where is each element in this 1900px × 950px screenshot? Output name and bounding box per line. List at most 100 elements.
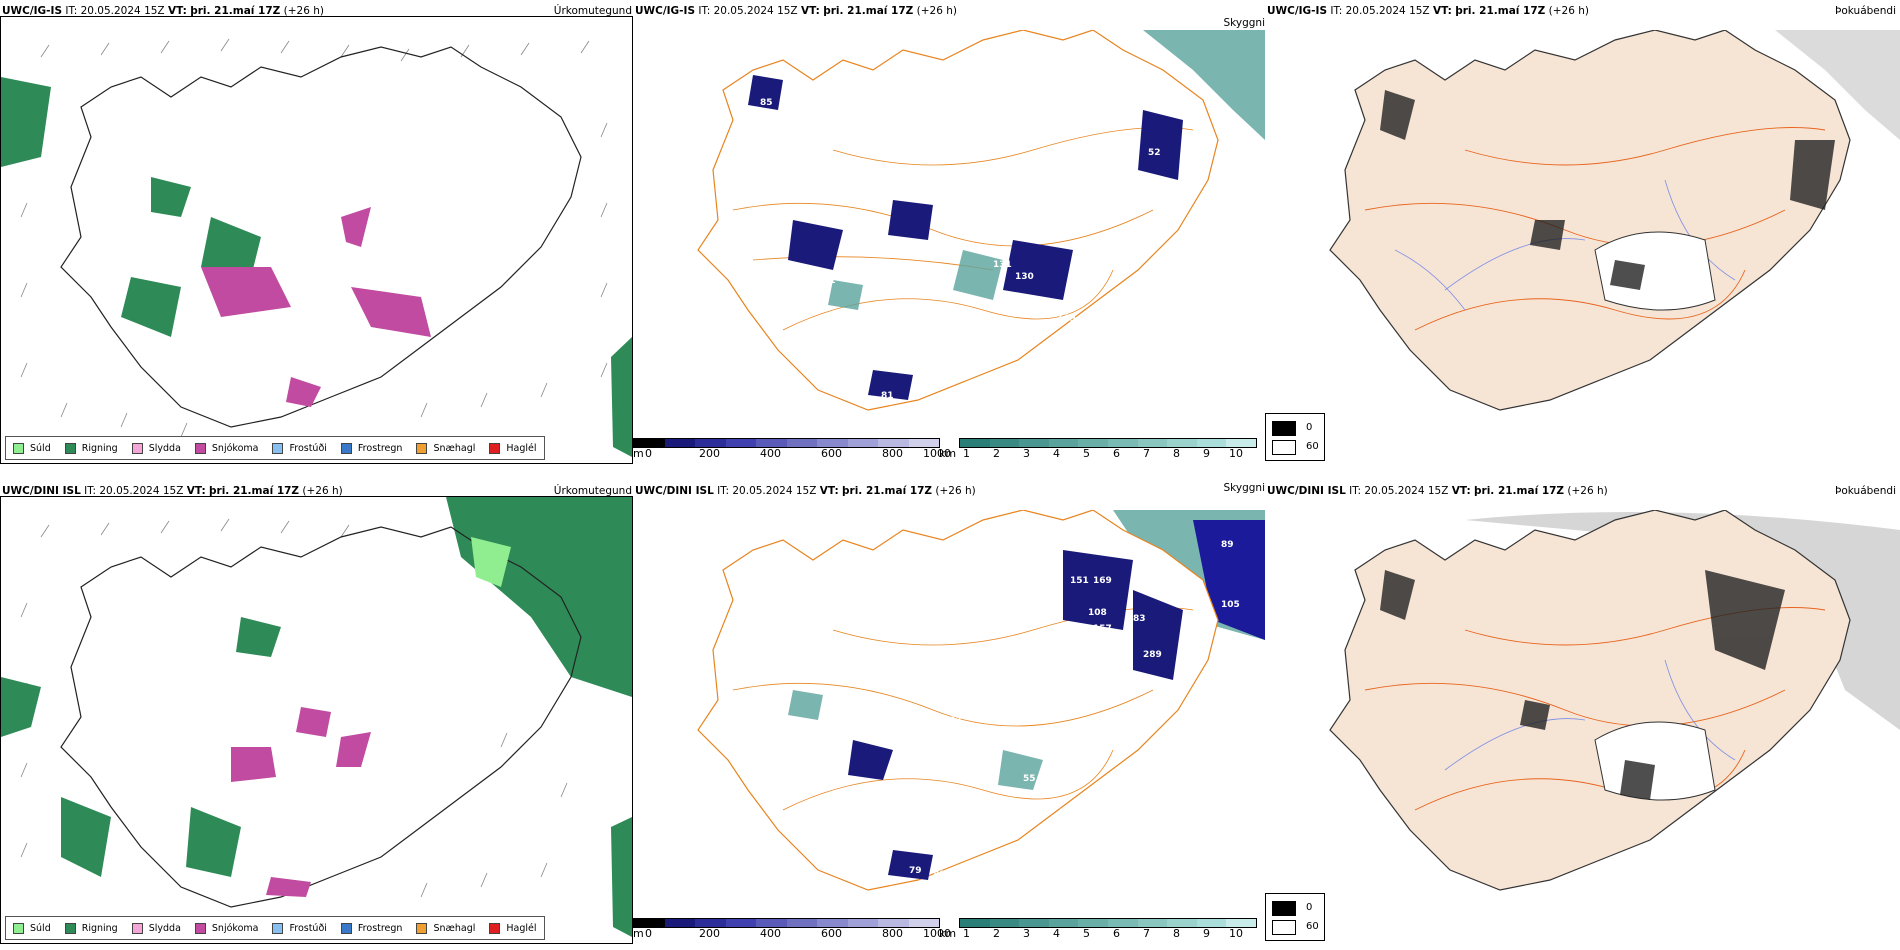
cloud-label: 335 <box>1125 540 1144 550</box>
visibility-colorbar <box>959 918 1257 928</box>
legend-swatch <box>131 922 143 934</box>
legend-label: Snjókoma <box>211 442 259 454</box>
legend-label: Frostúði <box>289 922 327 934</box>
visibility-map <box>697 30 1265 411</box>
fog-legend: 0 60 <box>1265 893 1325 941</box>
precip-legend: Súld Rigning Slydda Snjókoma Frostúði Fr… <box>5 916 545 940</box>
fog-map <box>1329 510 1900 891</box>
cloud-label: 36 <box>1059 808 1072 818</box>
ceiling-colorbar <box>633 918 940 928</box>
cloud-label: 83 <box>1133 614 1146 624</box>
cloud-label: 45 <box>843 388 856 398</box>
legend-swatch <box>340 922 352 934</box>
legend-swatch <box>13 922 24 934</box>
cloud-label: 81 <box>881 391 894 401</box>
cloud-label: 85 <box>760 98 773 108</box>
visibility-map <box>697 510 1265 891</box>
legend-swatch <box>489 442 501 454</box>
panel-header: UWC/IG-IS IT: 20.05.2024 15Z VT: þri. 21… <box>635 5 957 17</box>
legend-label: Frostúði <box>289 442 327 454</box>
map-frame: Súld Rigning Slydda Snjókoma Frostúði Fr… <box>0 496 633 944</box>
legend-swatch <box>1272 440 1296 455</box>
legend-swatch <box>489 922 501 934</box>
cloud-label: 67 <box>781 660 794 670</box>
panel-title: Úrkomutegund <box>553 5 632 17</box>
visibility-colorbar <box>959 438 1257 448</box>
precip-map <box>1 497 632 937</box>
legend-swatch <box>1272 920 1296 935</box>
cloud-labels-2: 335 89 105 151 169 22 108 83 157 81 289 … <box>633 510 1265 910</box>
cloud-label: 289 <box>1143 650 1162 660</box>
legend-swatch <box>194 922 206 934</box>
legend-swatch <box>1272 901 1296 916</box>
cloud-label: 79 <box>909 866 922 876</box>
cloud-label: 58 <box>1043 780 1056 790</box>
precip-panel-2: UWC/DINI ISL IT: 20.05.2024 15Z VT: þri.… <box>0 480 633 945</box>
legend-label: Haglél <box>506 442 537 454</box>
visibility-panel-2: UWC/DINI ISL IT: 20.05.2024 15Z VT: þri.… <box>633 482 1265 940</box>
legend-label: Snæhagl <box>433 442 476 454</box>
cloud-label: 93 <box>1081 100 1094 110</box>
legend-label: Slydda <box>148 922 181 934</box>
legend-label: Snjókoma <box>211 922 259 934</box>
panel-header: UWC/IG-IS IT: 20.05.2024 15Z VT: þri. 21… <box>1267 5 1589 17</box>
fog-legend: 0 60 <box>1265 413 1325 461</box>
legend-label: Rigning <box>81 442 118 454</box>
panel-header: UWC/DINI ISL IT: 20.05.2024 15Z VT: þri.… <box>2 485 343 497</box>
cloud-label: 131 <box>993 260 1012 270</box>
legend-label: 60 <box>1306 921 1319 932</box>
legend-swatch <box>1272 421 1296 436</box>
cloud-label: 169 <box>1093 576 1112 586</box>
cloud-label: 130 <box>1015 272 1034 282</box>
precip-legend: Súld Rigning Slydda Snjókoma Frostúði Fr… <box>5 436 545 460</box>
legend-label: Snæhagl <box>433 922 476 934</box>
cloud-label: 108 <box>1088 608 1107 618</box>
cloud-label: 120 <box>1035 300 1054 310</box>
ceiling-colorbar <box>633 438 940 448</box>
cloud-label: 107 <box>943 716 962 726</box>
fog-panel-1: UWC/IG-IS IT: 20.05.2024 15Z VT: þri. 21… <box>1265 0 1900 465</box>
legend-label: Súld <box>30 922 51 934</box>
precip-panel-1: UWC/IG-IS IT: 20.05.2024 15Z VT: þri. 21… <box>0 0 633 465</box>
cloud-label: 105 <box>1221 600 1240 610</box>
legend-swatch <box>194 442 206 454</box>
legend-swatch <box>416 442 428 454</box>
cloud-label: 70 <box>1119 118 1132 128</box>
legend-label: Súld <box>30 442 51 454</box>
legend-swatch <box>416 922 428 934</box>
legend-swatch <box>13 442 24 454</box>
panel-title: Þokuábendi <box>1835 5 1896 17</box>
panel-header: UWC/IG-IS IT: 20.05.2024 15Z VT: þri. 21… <box>2 5 324 17</box>
row2: UWC/DINI ISL IT: 20.05.2024 15Z VT: þri.… <box>0 480 1900 950</box>
legend-label: Rigning <box>81 922 118 934</box>
legend-swatch <box>64 922 76 934</box>
legend-label: Haglél <box>506 922 537 934</box>
row1: UWC/IG-IS IT: 20.05.2024 15Z VT: þri. 21… <box>0 0 1900 470</box>
cloud-label: 57 <box>928 348 941 358</box>
visibility-panel-1: UWC/IG-IS IT: 20.05.2024 15Z VT: þri. 21… <box>633 5 1266 460</box>
fog-panel-2: UWC/DINI ISL IT: 20.05.2024 15Z VT: þri.… <box>1265 480 1900 945</box>
legend-swatch <box>64 442 76 454</box>
panel-header: UWC/DINI ISL IT: 20.05.2024 15Z VT: þri.… <box>1267 485 1608 497</box>
legend-swatch <box>272 442 284 454</box>
legend-label: 60 <box>1306 441 1319 452</box>
cloud-label: 80 <box>869 272 882 282</box>
legend-label: 0 <box>1306 422 1313 433</box>
map-frame: Súld Rigning Slydda Snjókoma Frostúði Fr… <box>0 16 633 464</box>
panel-title: Skyggni <box>1223 17 1266 29</box>
cloud-label: 55 <box>1023 774 1036 784</box>
legend-swatch <box>272 922 284 934</box>
cloud-label: 105 <box>865 732 884 742</box>
cloud-label: 106 <box>798 306 817 316</box>
cloud-label: 157 <box>1093 624 1112 634</box>
cloud-label: 80 <box>1208 198 1221 208</box>
cloud-label: 52 <box>1148 148 1161 158</box>
cloud-label: 89 <box>1221 540 1234 550</box>
cloud-label: 149 <box>1057 314 1076 324</box>
precip-map <box>1 38 632 457</box>
legend-label: Frostregn <box>357 442 403 454</box>
cloud-label: 81 <box>1095 650 1108 660</box>
fog-map <box>1329 30 1900 411</box>
panel-header: UWC/DINI ISL IT: 20.05.2024 15Z VT: þri.… <box>635 485 976 497</box>
cloud-label: 151 <box>1070 576 1089 586</box>
